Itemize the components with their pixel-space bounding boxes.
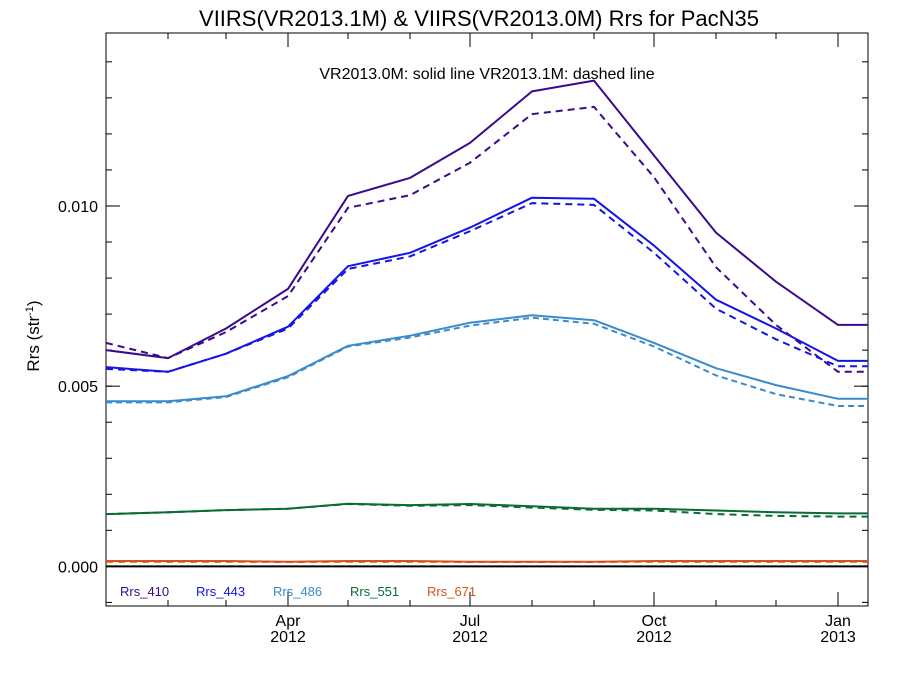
chart-title: VIIRS(VR2013.1M) & VIIRS(VR2013.0M) Rrs … xyxy=(199,6,759,31)
y-axis-label: Rrs (str-1) xyxy=(24,300,43,371)
y-tick-label: 0.010 xyxy=(58,199,98,216)
plot-frame xyxy=(105,32,869,607)
y-axis-label-close: ) xyxy=(24,300,43,306)
x-tick-label-month: Apr xyxy=(276,613,302,630)
legend-label-rrs-410: Rrs_410 xyxy=(120,584,169,599)
x-tick-label-year: 2012 xyxy=(636,629,672,646)
legend-label-rrs-486: Rrs_486 xyxy=(273,584,322,599)
legend-label-rrs-551: Rrs_551 xyxy=(350,584,399,599)
x-tick-label-year: 2013 xyxy=(820,629,856,646)
series-lines xyxy=(105,79,868,563)
y-tick-label: 0.000 xyxy=(58,559,98,576)
x-tick-label-month: Jul xyxy=(460,613,480,630)
y-axis-label-superscript: -1 xyxy=(24,306,36,316)
series-line-rrs-443-dashed xyxy=(105,202,868,373)
legend-label-rrs-443: Rrs_443 xyxy=(196,584,245,599)
x-tick-label-month: Oct xyxy=(642,613,667,630)
legend: Rrs_410 Rrs_443 Rrs_486 Rrs_551 Rrs_671 xyxy=(120,584,476,599)
legend-label-rrs-671: Rrs_671 xyxy=(427,584,476,599)
y-tick-label: 0.005 xyxy=(58,379,98,396)
line-style-note: VR2013.0M: solid line VR2013.1M: dashed … xyxy=(319,66,654,83)
x-tick-label-year: 2012 xyxy=(270,629,306,646)
x-tick-label-month: Jan xyxy=(825,613,851,630)
y-axis-label-main: Rrs (str xyxy=(24,316,43,372)
series-line-rrs-410-solid xyxy=(105,79,868,360)
series-line-rrs-551-solid xyxy=(105,502,868,516)
x-tick-label-year: 2012 xyxy=(452,629,488,646)
series-line-rrs-551-dashed xyxy=(105,503,868,518)
series-line-rrs-486-dashed xyxy=(106,316,868,407)
axes: 0.0000.0050.010Apr2012Jul2012Oct2012Jan2… xyxy=(58,32,869,646)
